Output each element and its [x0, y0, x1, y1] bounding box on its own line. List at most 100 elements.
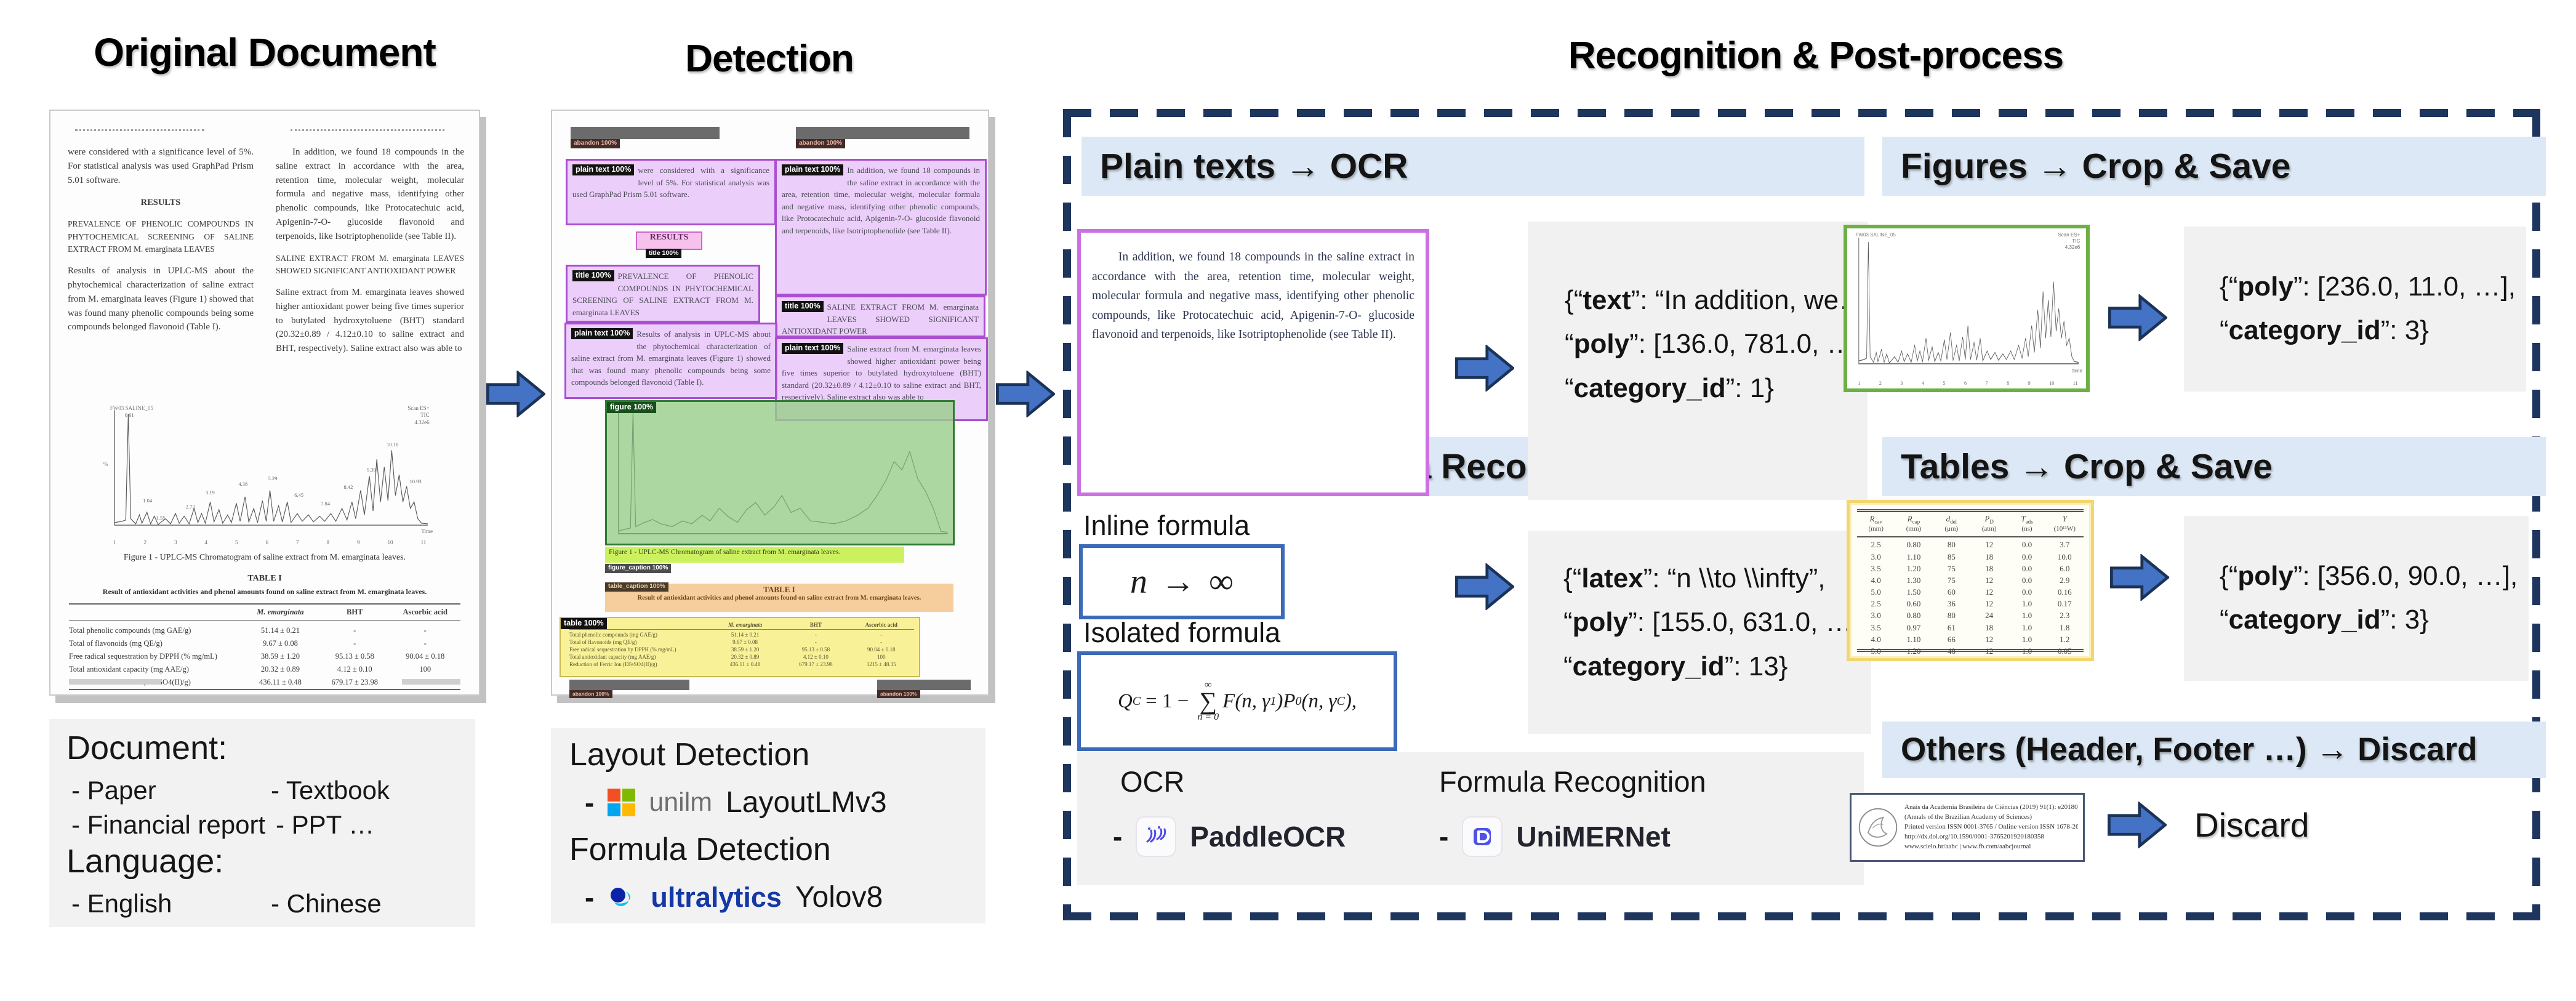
abandon-label: abandon 100% — [571, 139, 620, 148]
journal-emblem-icon — [1858, 808, 1898, 847]
crop-table-header-cell: PD (atm) — [1981, 514, 1997, 533]
figure-y-label: % — [103, 461, 108, 468]
table-row: Free radical sequestration by DPPH (% mg… — [69, 652, 445, 661]
journal-header-line: (Annals of the Brazilian Academy of Scie… — [1904, 813, 2032, 821]
redacted-header-bar — [796, 127, 969, 139]
doc-paragraph: were considered with a significance leve… — [68, 147, 254, 185]
title-recognition: Recognition & Post-process — [1568, 34, 2064, 77]
unimernet-label: UniMERNet — [1516, 821, 1671, 853]
ultralytics-icon — [611, 887, 631, 906]
peak-label: 1.55 — [156, 514, 166, 521]
figure-time-label: Time — [2071, 368, 2082, 374]
table-row: 4.0 1.10 66 12 1.0 1.2 — [1871, 634, 2070, 644]
plain-text-sample: In addition, we found 18 compounds in th… — [1077, 229, 1429, 496]
bullet-dash: - — [1439, 821, 1449, 853]
doc-paragraph: In addition, we found 18 compounds in th… — [276, 147, 464, 241]
results-table-header: M. emarginata BHT Ascorbic acid — [69, 605, 460, 621]
unimernet-row: - UniMERNet — [1439, 816, 1671, 857]
peak-label: 8.42 — [343, 483, 353, 490]
document-caption-panel: Document: - Paper - Textbook - Financial… — [49, 719, 475, 927]
summation-symbol: ∞ ∑ n = 0 — [1197, 680, 1219, 722]
detection-caption-panel: Layout Detection - unilm LayoutLMv3 Form… — [551, 728, 985, 923]
peak-label: 9.39 — [367, 467, 376, 473]
discarded-header-sample: Anais da Academia Brasileira de Ciências… — [1850, 793, 2085, 862]
formula-detection-heading: Formula Detection — [569, 832, 831, 867]
title-detection-box: RESULTS — [636, 231, 702, 250]
flow-arrow-original-to-detection — [486, 371, 545, 417]
plain-texts-banner: Plain texts → OCR — [1081, 137, 1864, 196]
crop-table-header-cell: Tads (ns) — [2021, 514, 2033, 533]
redacted-footer-bar — [569, 680, 689, 690]
paddleocr-label: PaddleOCR — [1190, 821, 1346, 853]
flow-arrow-formula-to-json — [1455, 563, 1514, 610]
formula-json-output: {“latex”: “n \\to \\infty”, “poly”: [155.… — [1528, 531, 1871, 734]
table-row: Total phenolic compounds (mg GAE/g) 51.1… — [69, 626, 427, 635]
json-line: {“text”: “In addition, we…”, — [1565, 285, 1882, 315]
figure-caption-detection-box: Figure 1 - UPLC-MS Chromatogram of salin… — [605, 547, 904, 563]
doc-subheading: PREVALENCE OF PHENOLIC COMPOUNDS IN PHYT… — [68, 219, 254, 254]
crop-table: Rcav (mm) Rcap (mm) ddel (μm) PD (atm) T… — [1857, 509, 2084, 656]
doc-heading-results: RESULTS — [140, 198, 181, 208]
crop-table-header-cell: Rcav (mm) — [1868, 514, 1884, 533]
journal-header-line: Printed version ISSN 0001-3765 / Online … — [1904, 823, 2078, 831]
figure-scan-labels: Scan ES+ TIC 4.32e6 — [2058, 232, 2080, 250]
figure-caption: Figure 1 - UPLC-MS Chromatogram of salin… — [123, 553, 406, 562]
paddleocr-icon — [1136, 816, 1177, 857]
layout-detection-heading: Layout Detection — [569, 737, 810, 773]
crop-table-header-cell: Rcap (mm) — [1906, 514, 1922, 533]
table-row: 3.0 0.80 80 24 1.0 2.3 — [1871, 611, 2070, 621]
doc-type-ppt: - PPT … — [276, 810, 375, 839]
mini-table-body: Total phenolic compounds (mg GAE/g) 51.1… — [569, 630, 914, 668]
table-detection-box: table 100% M. emarginata BHT Ascorbic ac… — [560, 617, 920, 677]
figure-crop-sample: FW03 SALINE_05 Scan ES+ TIC 4.32e6 Time … — [1844, 225, 2090, 392]
figure-scan-labels: Scan ES+ TIC 4.32e6 — [407, 405, 430, 425]
chromatogram-figure: FW03 SALINE_05 Scan ES+ TIC 4.32e6 % 0.6… — [103, 405, 433, 545]
inline-formula-sample: n → ∞ — [1079, 544, 1285, 619]
json-line: “category_id”: 3} — [2220, 605, 2429, 635]
flow-arrow-detection-to-recognition — [996, 371, 1055, 417]
tools-panel: OCR Formula Recognition - PaddleOCR - Un… — [1077, 752, 1864, 885]
tables-banner: Tables → Crop & Save — [1882, 437, 2546, 496]
peak-label: 7.84 — [321, 500, 330, 507]
table-row: Reduction of Ferric Ion (EFeSO4(II)/g) 4… — [569, 661, 896, 667]
json-line: “poly”: [136.0, 781.0, …], — [1565, 329, 1869, 360]
language-caption-heading: Language: — [66, 843, 224, 880]
yolov8-row: - ultralytics Yolov8 — [585, 880, 883, 914]
table-row: 3.5 1.20 75 18 0.0 6.0 — [1871, 563, 2070, 573]
language-chinese: - Chinese — [271, 889, 382, 918]
crop-table-header-cell: ddel (μm) — [1944, 514, 1959, 533]
table-row: Total of flavonoids (mg QE/g) 9.67 ± 0.0… — [69, 639, 427, 648]
plain-text-detection-box: plain text 100% were considered with a s… — [566, 159, 776, 225]
figure-x-ticks: 1 2 3 4 5 6 7 8 9 10 11 — [113, 539, 427, 545]
table-row: 3.0 1.10 85 18 0.0 10.0 — [1871, 552, 2072, 561]
doc-type-financial-report: - Financial report — [71, 810, 266, 839]
peak-label: 5.29 — [268, 475, 278, 481]
table-crop-sample: Rcav (mm) Rcap (mm) ddel (μm) PD (atm) T… — [1847, 500, 2094, 661]
others-banner: Others (Header, Footer …) → Discard — [1882, 722, 2546, 778]
results-table: M. emarginata BHT Ascorbic acid Total ph… — [69, 603, 460, 690]
table-row: 4.0 1.30 75 12 0.0 2.9 — [1871, 575, 2070, 585]
figure-detection-box: figure 100% — [605, 400, 955, 545]
journal-header-line: Anais da Academia Brasileira de Ciências… — [1904, 803, 2078, 811]
isolated-formula-label: Isolated formula — [1083, 617, 1281, 648]
json-line: “category_id”: 1} — [1565, 372, 1774, 403]
figure-label: figure 100% — [607, 402, 657, 413]
ultralytics-label: ultralytics — [651, 881, 782, 913]
peak-label: 4.38 — [238, 481, 248, 488]
detection-document-page: abandon 100% abandon 100% plain text 100… — [551, 110, 989, 698]
layoutlmv3-label: LayoutLMv3 — [726, 786, 887, 819]
formula-recognition-header: Formula Recognition — [1439, 765, 1706, 798]
json-line: “category_id”: 13} — [1563, 651, 1788, 681]
paddleocr-row: - PaddleOCR — [1113, 816, 1346, 857]
json-line: {“poly”: [356.0, 90.0, …], — [2220, 561, 2518, 591]
abandon-label: abandon 100% — [569, 690, 612, 698]
language-english: - English — [71, 889, 172, 918]
page-header-rule — [75, 129, 204, 131]
flow-arrow-figure-to-json — [2108, 294, 2167, 341]
crop-table-header-cell: Y (10¹¹W) — [2053, 514, 2076, 533]
discard-label: Discard — [2194, 806, 2309, 844]
doc-type-textbook: - Textbook — [271, 776, 390, 805]
unilm-label: unilm — [649, 787, 713, 817]
bullet-dash: - — [585, 786, 595, 819]
